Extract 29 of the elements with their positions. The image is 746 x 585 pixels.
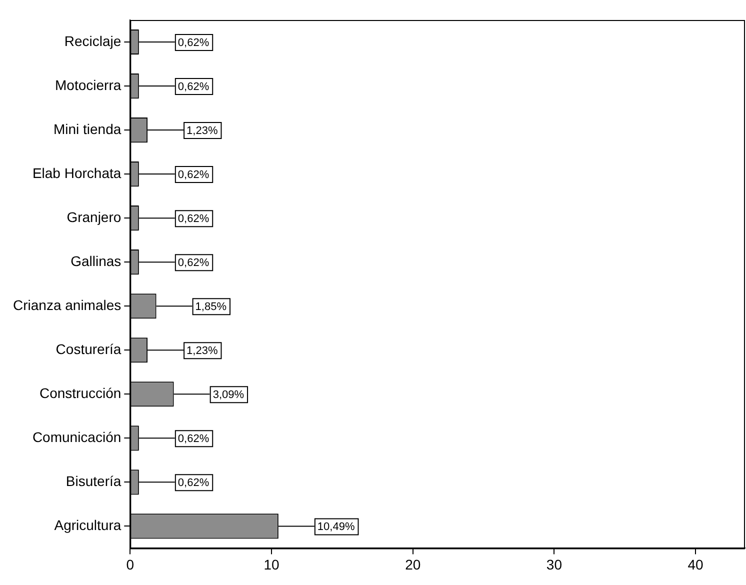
- y-tick-label: Bisutería: [66, 473, 122, 490]
- y-tick-label: Elab Horchata: [32, 164, 122, 181]
- data-label: 0,62%: [178, 37, 210, 50]
- y-tick-label: Agricultura: [54, 517, 122, 534]
- data-label: 0,62%: [178, 81, 210, 94]
- y-tick-label: Gallinas: [70, 252, 122, 269]
- data-label: 1,85%: [195, 301, 227, 314]
- y-tick-label: Motocierra: [55, 76, 122, 93]
- data-label: 10,49%: [317, 521, 355, 534]
- data-label: 1,23%: [186, 345, 218, 358]
- data-label: 1,23%: [186, 125, 218, 138]
- x-tick-label: 0: [126, 556, 134, 572]
- y-tick-label: Reciclaje: [64, 32, 122, 49]
- x-tick-label: 10: [264, 556, 280, 572]
- data-label: 0,62%: [178, 257, 210, 270]
- data-label: 0,62%: [178, 169, 210, 182]
- y-tick-label: Comunicación: [32, 429, 122, 446]
- x-tick-label: 40: [688, 556, 704, 572]
- data-label: 0,62%: [178, 477, 210, 490]
- y-tick-label: Crianza animales: [12, 296, 122, 313]
- data-label: 0,62%: [178, 213, 210, 226]
- data-label: 3,09%: [212, 389, 244, 402]
- x-tick-label: 30: [546, 556, 562, 572]
- y-tick-label: Construcción: [39, 385, 122, 401]
- x-tick-label: 20: [405, 556, 421, 572]
- y-tick-label: Granjero: [66, 208, 122, 225]
- y-tick-label: Mini tienda: [53, 120, 122, 137]
- data-label: 0,62%: [178, 433, 210, 446]
- y-tick-label: Costurería: [56, 340, 122, 357]
